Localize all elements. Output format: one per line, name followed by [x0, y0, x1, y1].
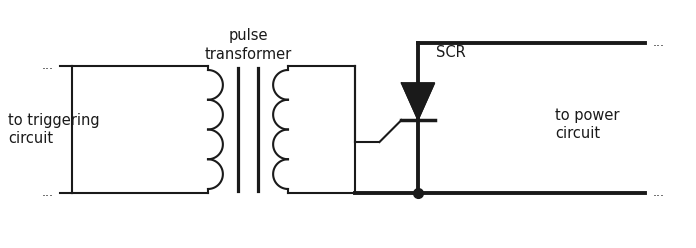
Text: pulse
transformer: pulse transformer: [205, 28, 292, 62]
Text: SCR: SCR: [436, 45, 466, 61]
Text: to triggering
circuit: to triggering circuit: [8, 113, 100, 146]
Text: to power
circuit: to power circuit: [555, 108, 619, 141]
Text: ...: ...: [42, 60, 54, 72]
Text: ...: ...: [653, 36, 665, 50]
Text: ...: ...: [42, 186, 54, 199]
Text: ...: ...: [653, 186, 665, 199]
Polygon shape: [402, 83, 434, 120]
